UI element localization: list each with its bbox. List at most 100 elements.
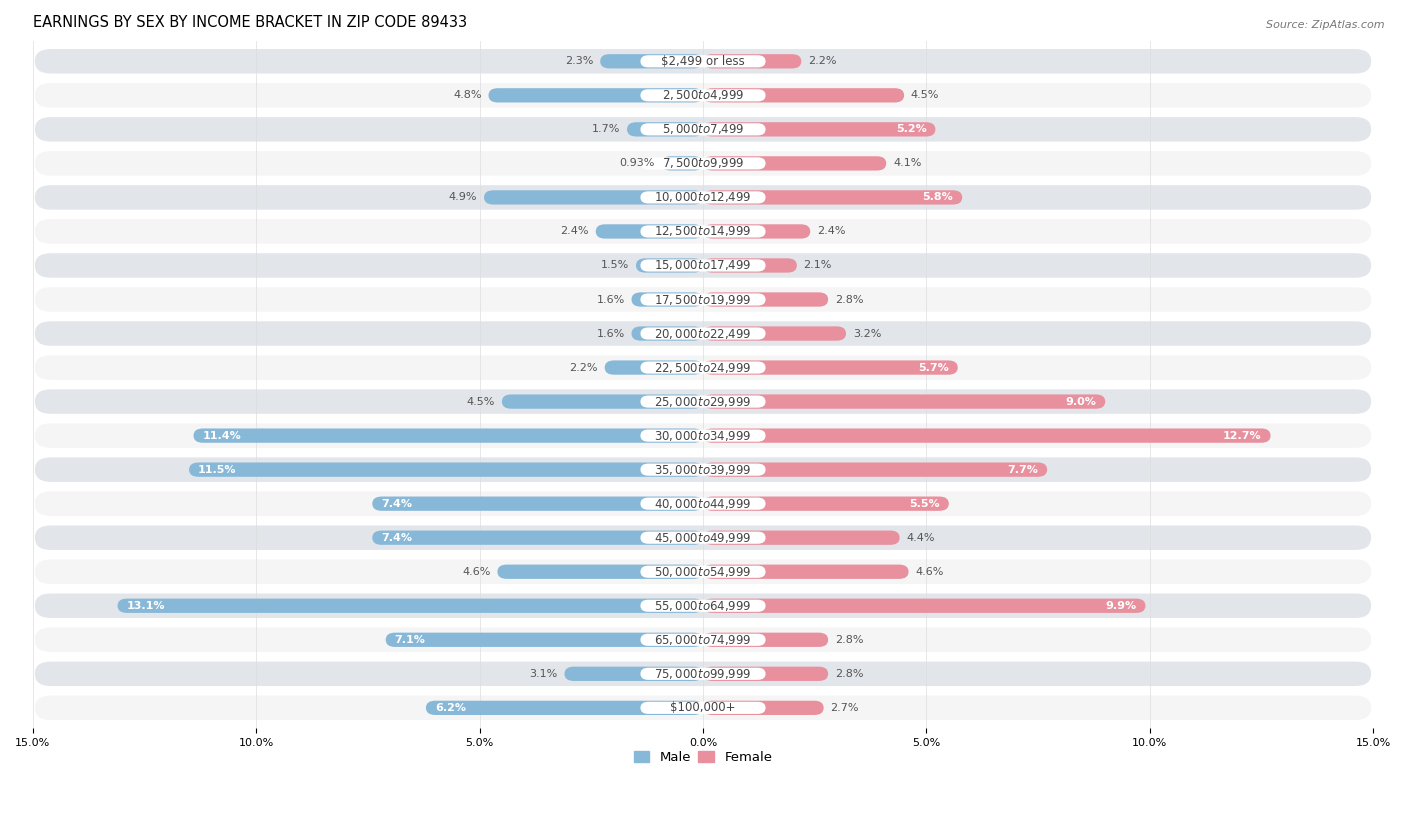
Text: $7,500 to $9,999: $7,500 to $9,999 [662, 156, 744, 171]
FancyBboxPatch shape [35, 491, 1371, 516]
Text: $12,500 to $14,999: $12,500 to $14,999 [654, 224, 752, 238]
FancyBboxPatch shape [631, 293, 703, 307]
FancyBboxPatch shape [35, 662, 1371, 686]
Text: 1.6%: 1.6% [596, 294, 624, 305]
FancyBboxPatch shape [35, 389, 1371, 414]
FancyBboxPatch shape [35, 253, 1371, 278]
FancyBboxPatch shape [636, 259, 703, 272]
FancyBboxPatch shape [703, 156, 886, 171]
FancyBboxPatch shape [703, 224, 810, 238]
Text: $35,000 to $39,999: $35,000 to $39,999 [654, 463, 752, 476]
FancyBboxPatch shape [35, 525, 1371, 550]
FancyBboxPatch shape [118, 598, 703, 613]
FancyBboxPatch shape [703, 633, 828, 647]
FancyBboxPatch shape [188, 463, 703, 476]
Text: 4.6%: 4.6% [463, 567, 491, 576]
FancyBboxPatch shape [35, 321, 1371, 346]
Text: $100,000+: $100,000+ [671, 702, 735, 715]
FancyBboxPatch shape [426, 701, 703, 715]
Text: $10,000 to $12,499: $10,000 to $12,499 [654, 190, 752, 204]
FancyBboxPatch shape [35, 83, 1371, 107]
Text: $25,000 to $29,999: $25,000 to $29,999 [654, 394, 752, 409]
Text: 7.1%: 7.1% [395, 635, 426, 645]
Text: 5.5%: 5.5% [910, 498, 939, 509]
Text: $65,000 to $74,999: $65,000 to $74,999 [654, 633, 752, 647]
Text: $17,500 to $19,999: $17,500 to $19,999 [654, 293, 752, 307]
Text: 6.2%: 6.2% [434, 703, 465, 713]
Text: 3.2%: 3.2% [852, 328, 882, 338]
FancyBboxPatch shape [703, 122, 935, 137]
Text: 2.7%: 2.7% [831, 703, 859, 713]
FancyBboxPatch shape [703, 54, 801, 68]
Text: 13.1%: 13.1% [127, 601, 165, 611]
FancyBboxPatch shape [703, 463, 1047, 476]
Text: $50,000 to $54,999: $50,000 to $54,999 [654, 565, 752, 579]
FancyBboxPatch shape [35, 220, 1371, 244]
FancyBboxPatch shape [640, 395, 766, 407]
FancyBboxPatch shape [35, 696, 1371, 720]
FancyBboxPatch shape [640, 362, 766, 374]
FancyBboxPatch shape [640, 667, 766, 680]
FancyBboxPatch shape [640, 566, 766, 578]
FancyBboxPatch shape [484, 190, 703, 205]
Text: 7.4%: 7.4% [381, 533, 412, 543]
Text: 2.8%: 2.8% [835, 669, 863, 679]
Text: 4.4%: 4.4% [907, 533, 935, 543]
FancyBboxPatch shape [640, 259, 766, 272]
FancyBboxPatch shape [640, 498, 766, 510]
FancyBboxPatch shape [194, 428, 703, 443]
Text: 11.5%: 11.5% [198, 465, 236, 475]
Text: 9.0%: 9.0% [1066, 397, 1097, 406]
FancyBboxPatch shape [640, 702, 766, 714]
Text: $45,000 to $49,999: $45,000 to $49,999 [654, 531, 752, 545]
FancyBboxPatch shape [35, 49, 1371, 73]
FancyBboxPatch shape [703, 259, 797, 272]
Text: 2.4%: 2.4% [817, 227, 845, 237]
FancyBboxPatch shape [627, 122, 703, 137]
Text: $55,000 to $64,999: $55,000 to $64,999 [654, 598, 752, 613]
Text: 2.3%: 2.3% [565, 56, 593, 67]
FancyBboxPatch shape [488, 88, 703, 102]
Text: 11.4%: 11.4% [202, 431, 242, 441]
FancyBboxPatch shape [661, 156, 703, 171]
Text: 1.6%: 1.6% [596, 328, 624, 338]
Text: 2.2%: 2.2% [808, 56, 837, 67]
Text: 2.4%: 2.4% [561, 227, 589, 237]
Text: 4.9%: 4.9% [449, 193, 477, 202]
Text: 5.7%: 5.7% [918, 363, 949, 372]
FancyBboxPatch shape [373, 497, 703, 511]
FancyBboxPatch shape [640, 293, 766, 306]
FancyBboxPatch shape [703, 326, 846, 341]
Text: $22,500 to $24,999: $22,500 to $24,999 [654, 360, 752, 375]
FancyBboxPatch shape [35, 117, 1371, 141]
FancyBboxPatch shape [703, 88, 904, 102]
Text: 7.7%: 7.7% [1007, 465, 1038, 475]
FancyBboxPatch shape [703, 497, 949, 511]
Text: $15,000 to $17,499: $15,000 to $17,499 [654, 259, 752, 272]
Text: 1.5%: 1.5% [600, 260, 630, 271]
FancyBboxPatch shape [640, 463, 766, 476]
FancyBboxPatch shape [640, 532, 766, 544]
FancyBboxPatch shape [373, 531, 703, 545]
FancyBboxPatch shape [640, 633, 766, 646]
FancyBboxPatch shape [703, 598, 1146, 613]
Text: 4.5%: 4.5% [467, 397, 495, 406]
FancyBboxPatch shape [703, 394, 1105, 409]
Text: 4.1%: 4.1% [893, 159, 921, 168]
FancyBboxPatch shape [703, 531, 900, 545]
FancyBboxPatch shape [703, 293, 828, 307]
FancyBboxPatch shape [640, 191, 766, 203]
FancyBboxPatch shape [596, 224, 703, 238]
FancyBboxPatch shape [35, 287, 1371, 311]
FancyBboxPatch shape [640, 429, 766, 441]
Text: $75,000 to $99,999: $75,000 to $99,999 [654, 667, 752, 680]
FancyBboxPatch shape [703, 667, 828, 681]
FancyBboxPatch shape [35, 151, 1371, 176]
Text: 2.1%: 2.1% [804, 260, 832, 271]
Text: 9.9%: 9.9% [1105, 601, 1136, 611]
Text: 3.1%: 3.1% [530, 669, 558, 679]
FancyBboxPatch shape [498, 564, 703, 579]
Text: 4.6%: 4.6% [915, 567, 943, 576]
FancyBboxPatch shape [703, 360, 957, 375]
Text: $2,499 or less: $2,499 or less [661, 54, 745, 67]
